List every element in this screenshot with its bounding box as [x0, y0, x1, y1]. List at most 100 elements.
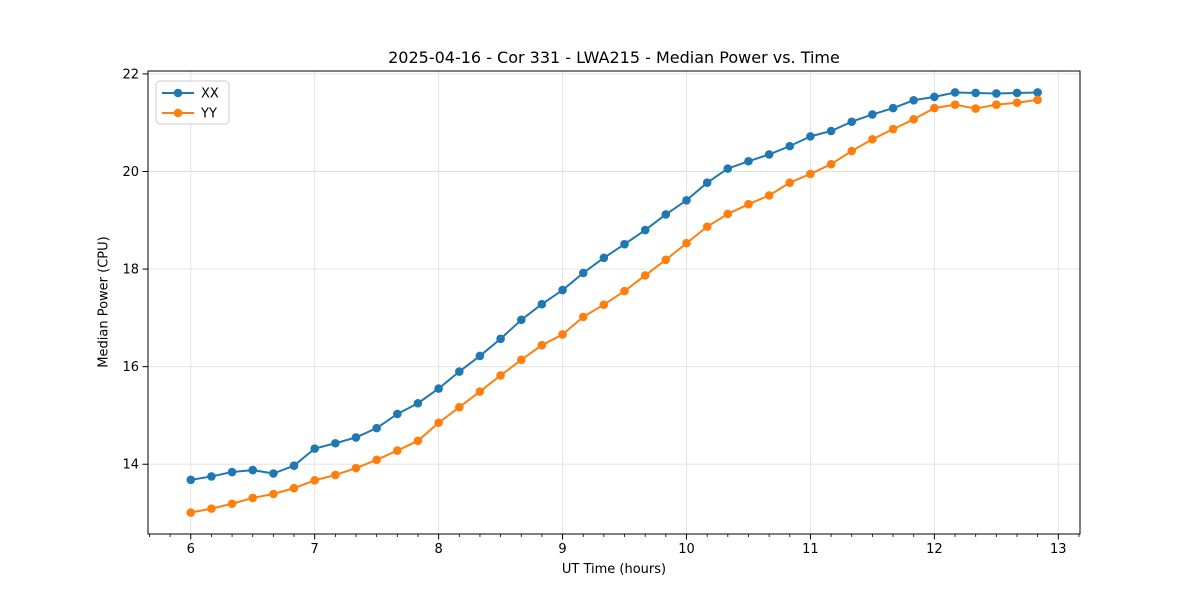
x-tick-label: 8 — [434, 542, 442, 557]
series-XX-point — [207, 472, 216, 481]
x-tick-label: 10 — [678, 542, 695, 557]
series-XX-point — [455, 367, 464, 376]
series-YY-point — [207, 504, 216, 513]
series-XX-point — [620, 239, 629, 249]
y-tick-label: 22 — [122, 67, 139, 82]
y-tick-label: 14 — [122, 458, 139, 473]
series-YY-point — [930, 103, 939, 113]
series-XX-point — [269, 469, 278, 478]
series-XX-point — [393, 409, 402, 419]
series-XX-point — [599, 253, 609, 263]
series-XX-point — [1033, 88, 1042, 97]
series-XX-point — [764, 150, 774, 159]
x-axis-label: UT Time (hours) — [561, 562, 667, 577]
series-YY-point — [331, 470, 340, 480]
series-XX-point — [331, 438, 340, 448]
series-XX-point — [372, 423, 381, 433]
series-YY-point — [599, 300, 609, 310]
x-tick-label: 13 — [1050, 542, 1067, 557]
legend-label-XX: XX — [201, 87, 219, 102]
series-XX-point — [1012, 88, 1022, 98]
series-XX-point — [661, 210, 671, 219]
series-YY-point — [372, 455, 381, 465]
series-YY-point — [950, 100, 960, 109]
series-XX-point — [517, 315, 526, 325]
series-XX-point — [578, 268, 588, 278]
series-XX-point — [702, 178, 712, 188]
series-XX-point — [930, 92, 939, 102]
x-tick-label: 7 — [311, 542, 319, 557]
series-YY-point — [1012, 98, 1022, 108]
series-XX-point — [496, 334, 505, 344]
series-YY-point — [744, 199, 753, 209]
legend-sample-marker-YY — [173, 108, 183, 118]
series-YY-point — [227, 499, 237, 509]
series-YY-point — [847, 146, 857, 156]
series-YY-point — [269, 489, 278, 499]
series-YY-point — [248, 493, 258, 503]
series-YY-point — [434, 418, 443, 428]
series-XX-point — [888, 103, 898, 113]
series-XX-point — [413, 398, 423, 408]
series-YY-point — [1033, 95, 1042, 105]
series-XX-point — [785, 141, 795, 151]
series-YY-point — [806, 169, 815, 179]
series-YY-point — [785, 178, 795, 188]
series-YY-point — [826, 159, 836, 169]
series-XX-point — [744, 156, 753, 166]
series-YY-point — [888, 124, 898, 134]
series-XX-point — [227, 467, 237, 477]
series-YY-point — [558, 330, 567, 339]
series-XX-point — [475, 351, 485, 361]
series-YY-point — [640, 271, 650, 280]
series-YY-point — [764, 191, 774, 200]
series-YY-point — [868, 135, 877, 144]
series-XX-point — [248, 465, 258, 475]
series-YY-point — [682, 238, 691, 248]
x-tick-label: 12 — [926, 542, 943, 557]
chart-title: 2025-04-16 - Cor 331 - LWA215 - Median P… — [388, 48, 840, 67]
series-XX-point — [558, 285, 567, 295]
x-tick-label: 9 — [558, 542, 566, 557]
series-YY-point — [455, 402, 464, 412]
series-YY-point — [971, 104, 980, 113]
series-YY-point — [475, 387, 485, 396]
series-YY-point — [661, 255, 671, 265]
series-YY-point — [289, 483, 299, 493]
series-XX-point — [992, 89, 1001, 98]
series-XX-point — [310, 444, 319, 453]
series-YY-point — [992, 100, 1001, 109]
series-XX-point — [971, 88, 980, 98]
series-YY-point — [351, 463, 361, 473]
series-YY-point — [578, 312, 588, 322]
series-XX-point — [186, 475, 196, 485]
series-XX-point — [950, 88, 960, 97]
series-XX-point — [289, 461, 299, 471]
legend-label-YY: YY — [200, 107, 217, 122]
series-XX-point — [434, 384, 443, 393]
series-YY-point — [620, 286, 629, 296]
legend-sample-marker-XX — [173, 88, 183, 98]
series-XX-point — [826, 126, 836, 136]
y-tick-label: 18 — [122, 263, 139, 278]
series-YY-point — [537, 340, 547, 350]
series-XX-point — [351, 433, 361, 442]
series-YY-point — [909, 115, 918, 124]
y-tick-label: 16 — [122, 360, 139, 375]
series-YY-point — [413, 436, 423, 446]
series-XX-point — [909, 95, 918, 105]
series-YY-point — [723, 209, 733, 219]
series-XX-point — [640, 225, 650, 235]
series-XX-point — [537, 299, 547, 309]
series-YY-point — [496, 371, 505, 380]
series-XX-point — [868, 110, 877, 119]
series-YY-point — [393, 446, 402, 455]
series-XX-line — [190, 91, 1038, 481]
series-YY-point — [310, 476, 319, 485]
series-YY-point — [186, 508, 196, 517]
series-YY-point — [702, 222, 712, 231]
series-XX-point — [723, 164, 733, 173]
x-tick-label: 6 — [187, 542, 195, 557]
